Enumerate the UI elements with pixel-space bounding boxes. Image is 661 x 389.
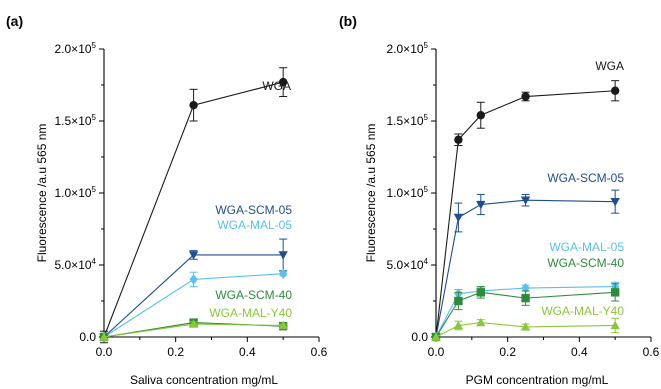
y-tick-label: 2.0×105 bbox=[387, 41, 429, 56]
series-label: WGA-SCM-40 bbox=[547, 256, 624, 270]
data-point bbox=[188, 251, 199, 260]
series-wga-scm-40 bbox=[431, 283, 620, 342]
y-tick-label: 5.0×104 bbox=[387, 257, 429, 272]
series-label: WGA-SCM-05 bbox=[547, 171, 624, 185]
chart-panel-b: (b) 0.0 0.2 0.4 0.6 0.0 5.0×104 1.0×105 1.5×105 2… bbox=[339, 13, 660, 387]
series-label: WGA-MAL-05 bbox=[217, 218, 292, 232]
y-tick-label: 2.0×105 bbox=[55, 41, 97, 56]
x-axis-title: Saliva concentration mg/mL bbox=[130, 373, 278, 387]
x-tick-label: 0.4 bbox=[239, 345, 256, 359]
series-label: WGA bbox=[595, 59, 624, 73]
data-point bbox=[189, 100, 198, 110]
data-point bbox=[278, 320, 288, 330]
series-wga-mal-y40 bbox=[99, 319, 288, 341]
series-wga-mal-y40 bbox=[431, 317, 620, 341]
data-point bbox=[476, 317, 486, 327]
data-point bbox=[431, 332, 441, 341]
data-point bbox=[189, 274, 198, 285]
panel-label: (a) bbox=[6, 13, 23, 29]
data-point bbox=[520, 322, 531, 331]
data-point bbox=[476, 111, 485, 120]
x-axis-title: PGM concentration mg/mL bbox=[466, 373, 609, 387]
data-point bbox=[278, 251, 288, 260]
x-tick-label: 0.6 bbox=[311, 345, 328, 359]
y-tick-label: 0.0 bbox=[411, 330, 428, 344]
data-point bbox=[453, 320, 464, 330]
x-tick-label: 0.4 bbox=[571, 345, 588, 359]
x-tick-label: 0.0 bbox=[428, 345, 445, 359]
data-point bbox=[454, 135, 463, 144]
data-point bbox=[521, 293, 530, 303]
x-tick-label: 0.2 bbox=[167, 345, 184, 359]
x-tick-label: 0.2 bbox=[499, 345, 516, 359]
data-point bbox=[188, 319, 199, 328]
data-point bbox=[278, 268, 288, 279]
y-tick-label: 1.0×105 bbox=[55, 185, 97, 200]
chart-panel-a: (a) 0.0 0.2 0.4 0.6 0.0 5.0×104 1.0×105 1.5×105 2… bbox=[6, 13, 328, 387]
data-point bbox=[610, 320, 620, 330]
y-tick-label: 1.0×105 bbox=[387, 185, 429, 200]
y-tick-label: 5.0×104 bbox=[55, 257, 97, 272]
series-wga-scm-05 bbox=[431, 189, 620, 342]
series-label: WGA-MAL-Y40 bbox=[541, 304, 624, 318]
data-point bbox=[610, 288, 620, 297]
x-tick-label: 0.6 bbox=[643, 345, 660, 359]
series-label: WGA-SCM-05 bbox=[215, 203, 292, 217]
series-label: WGA bbox=[262, 79, 291, 93]
y-tick-label: 0.0 bbox=[79, 330, 96, 344]
panel-label: (b) bbox=[339, 13, 357, 29]
data-point bbox=[520, 196, 531, 205]
series-label: WGA-MAL-Y40 bbox=[209, 306, 292, 320]
data-point bbox=[521, 92, 530, 101]
series-label: WGA-SCM-40 bbox=[215, 288, 292, 302]
data-point bbox=[476, 200, 486, 210]
data-point bbox=[453, 213, 464, 223]
y-axis-title: Fluorescence /a.u 565 nm bbox=[35, 124, 49, 263]
data-point bbox=[610, 86, 620, 95]
series-label: WGA-MAL-05 bbox=[549, 240, 624, 254]
x-tick-label: 0.0 bbox=[96, 345, 113, 359]
y-tick-label: 1.5×105 bbox=[55, 113, 97, 128]
data-point bbox=[278, 77, 288, 87]
data-point bbox=[610, 197, 620, 207]
data-point bbox=[454, 296, 463, 306]
y-tick-label: 1.5×105 bbox=[387, 113, 429, 128]
y-axis-title: Fluorescence /a.u 565 nm bbox=[364, 124, 378, 263]
data-point bbox=[476, 288, 485, 297]
data-point bbox=[99, 332, 109, 341]
